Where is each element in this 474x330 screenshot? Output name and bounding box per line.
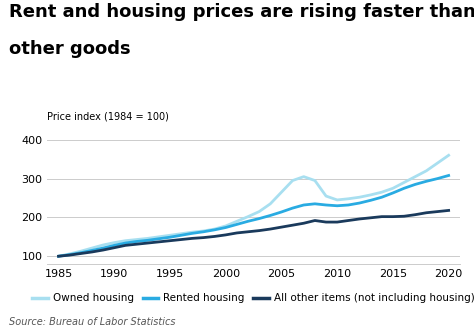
Text: Source: Bureau of Labor Statistics: Source: Bureau of Labor Statistics <box>9 317 176 327</box>
Text: Rent and housing prices are rising faster than: Rent and housing prices are rising faste… <box>9 3 474 21</box>
Legend: Owned housing, Rented housing, All other items (not including housing): Owned housing, Rented housing, All other… <box>28 289 474 307</box>
Text: other goods: other goods <box>9 40 131 58</box>
Text: Price index (1984 = 100): Price index (1984 = 100) <box>47 112 169 121</box>
